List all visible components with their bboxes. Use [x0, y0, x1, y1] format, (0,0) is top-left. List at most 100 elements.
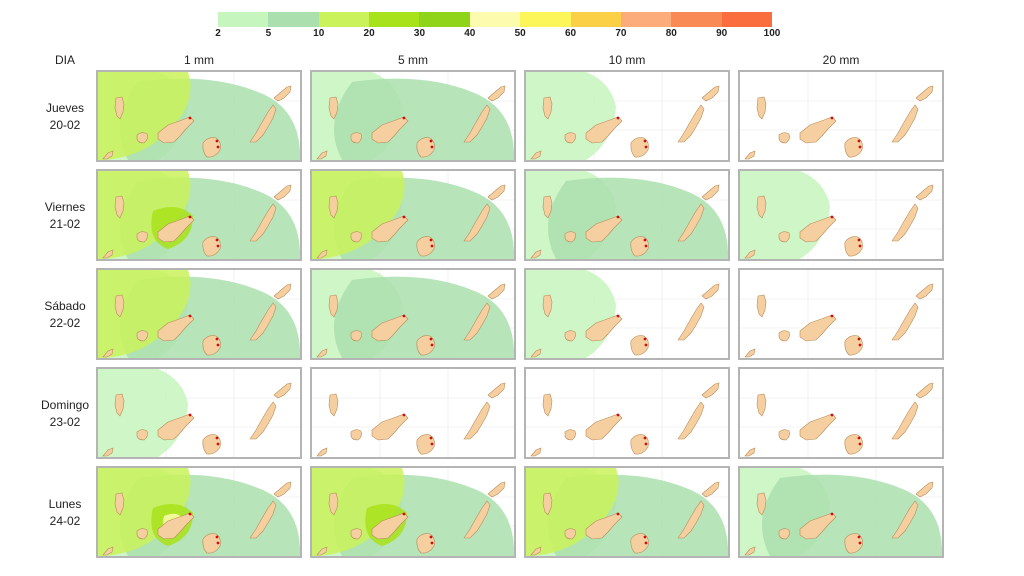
station-marker — [643, 535, 647, 539]
station-marker — [643, 436, 647, 440]
island-gran-canaria — [630, 236, 649, 257]
island-la-palma — [114, 393, 125, 417]
island-la-palma — [328, 195, 339, 219]
island-lanzarote — [273, 283, 292, 300]
island-fuerteventura — [463, 500, 491, 539]
station-marker — [643, 139, 647, 143]
canary-islands-map — [740, 171, 942, 259]
day-label: Sábado 22-02 — [28, 298, 102, 332]
station-marker — [430, 244, 434, 248]
island-el-hierro — [744, 249, 756, 259]
legend-color-bar — [218, 12, 772, 27]
precip-map-panel — [524, 70, 730, 162]
island-fuerteventura — [891, 302, 919, 341]
station-marker — [644, 541, 648, 545]
island-el-hierro — [316, 249, 328, 259]
island-el-hierro — [316, 348, 328, 358]
precip-map-panel — [310, 268, 516, 360]
island-la-gomera — [778, 330, 790, 342]
day-date: 21-02 — [49, 217, 81, 231]
station-marker — [644, 343, 648, 347]
station-marker — [215, 436, 219, 440]
canary-islands-map — [312, 171, 514, 259]
legend-swatch — [721, 12, 772, 27]
island-la-palma — [756, 393, 767, 417]
island-la-palma — [328, 96, 339, 120]
legend-tick-label: 70 — [615, 28, 627, 39]
island-el-hierro — [316, 150, 328, 160]
day-date: 23-02 — [49, 415, 81, 429]
precip-map-panel — [524, 169, 730, 261]
island-fuerteventura — [463, 104, 491, 143]
precip-probability-area — [98, 171, 191, 259]
day-column-header: DIA — [54, 53, 75, 67]
precip-map-panel — [310, 367, 516, 459]
station-marker — [857, 436, 861, 440]
island-lanzarote — [701, 85, 720, 102]
precip-probability-area — [312, 171, 405, 259]
island-fuerteventura — [891, 203, 919, 242]
island-la-gomera — [350, 528, 362, 540]
island-la-palma — [542, 294, 553, 318]
station-marker — [644, 244, 648, 248]
island-tenerife — [585, 413, 623, 441]
station-marker — [402, 215, 406, 219]
island-gran-canaria — [844, 335, 863, 356]
island-fuerteventura — [891, 500, 919, 539]
threshold-header: 20 mm — [822, 53, 860, 67]
station-marker — [616, 215, 620, 219]
island-tenerife — [157, 512, 195, 540]
station-marker — [858, 442, 862, 446]
island-lanzarote — [701, 481, 720, 498]
legend-swatch — [419, 12, 470, 27]
island-la-gomera — [136, 429, 148, 441]
island-gran-canaria — [416, 434, 435, 455]
island-la-gomera — [136, 528, 148, 540]
precip-map-panel — [310, 169, 516, 261]
island-gran-canaria — [416, 533, 435, 554]
station-marker — [402, 314, 406, 318]
canary-islands-map — [526, 171, 728, 259]
canary-islands-map — [526, 369, 728, 457]
island-lanzarote — [701, 382, 720, 399]
legend-tick-label: 2 — [215, 28, 221, 39]
island-gran-canaria — [630, 335, 649, 356]
legend-tick-label: 30 — [413, 28, 426, 39]
island-gran-canaria — [202, 434, 221, 455]
legend-swatch — [268, 12, 319, 27]
station-marker — [830, 413, 834, 417]
canary-islands-map — [98, 171, 300, 259]
precip-map-panel — [738, 169, 944, 261]
island-la-palma — [328, 294, 339, 318]
station-marker — [616, 413, 620, 417]
island-tenerife — [157, 116, 195, 144]
station-marker — [858, 145, 862, 149]
island-la-gomera — [350, 231, 362, 243]
island-la-palma — [114, 492, 125, 516]
legend-tick-label: 40 — [464, 28, 476, 39]
island-lanzarote — [273, 382, 292, 399]
station-marker — [215, 238, 219, 242]
island-gran-canaria — [630, 137, 649, 158]
island-fuerteventura — [677, 104, 705, 143]
station-marker — [858, 541, 862, 545]
island-la-gomera — [564, 429, 576, 441]
station-marker — [643, 337, 647, 341]
legend-tick-label: 60 — [564, 28, 577, 39]
station-marker — [215, 535, 219, 539]
island-tenerife — [799, 314, 837, 342]
island-gran-canaria — [202, 137, 221, 158]
precip-probability-area — [312, 468, 405, 556]
island-tenerife — [585, 116, 623, 144]
legend-tick-label: 50 — [514, 28, 526, 39]
island-gran-canaria — [202, 335, 221, 356]
legend-tick-label: 80 — [665, 28, 677, 39]
station-marker — [430, 541, 434, 545]
day-name: Lunes — [48, 497, 82, 511]
island-la-palma — [328, 492, 339, 516]
island-tenerife — [157, 215, 195, 243]
day-name: Domingo — [40, 398, 90, 412]
island-la-palma — [756, 294, 767, 318]
island-el-hierro — [530, 249, 542, 259]
island-la-gomera — [136, 231, 148, 243]
